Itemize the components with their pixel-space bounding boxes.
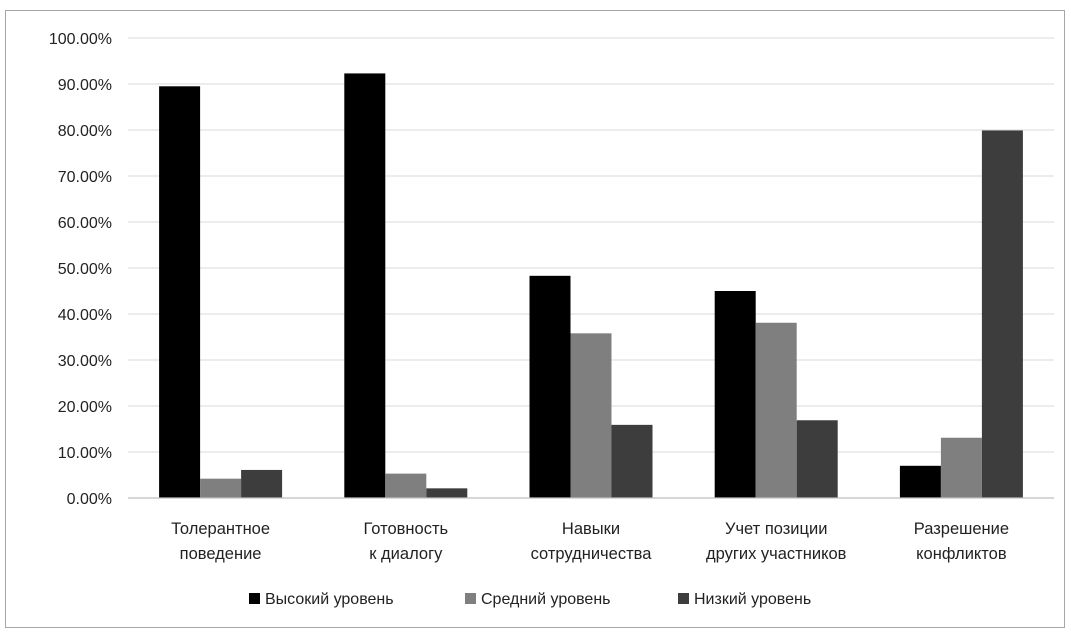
gridlines: [128, 37, 1054, 453]
bar-2-1: [200, 478, 242, 498]
y-tick-label: 30.00%: [58, 353, 112, 370]
bar-1-2: [344, 73, 386, 499]
bar-3-2: [426, 488, 468, 498]
bar-2-2: [385, 473, 427, 498]
bar-2-4: [755, 322, 797, 498]
x-category-label: Навыки: [562, 520, 620, 538]
x-category-label: Толерантное: [171, 520, 270, 538]
legend-swatch: [465, 593, 476, 604]
x-category-label: поведение: [180, 545, 262, 563]
x-axis-category-labels: Толерантное поведение Готовность к диалогу Н…: [171, 520, 1009, 563]
legend-entry: Низкий уровень: [694, 591, 811, 608]
bar-3-5: [981, 130, 1023, 498]
x-category-label: Готовность: [363, 520, 448, 538]
x-category-label: конфликтов: [916, 545, 1007, 563]
y-tick-label: 50.00%: [58, 261, 112, 278]
bar-3-3: [611, 424, 653, 498]
legend-entry: Высокий уровень: [265, 591, 394, 608]
legend-swatch: [678, 593, 689, 604]
x-category-label: Учет позиции: [725, 520, 827, 538]
y-tick-label: 10.00%: [58, 445, 112, 462]
y-axis-tick-labels: 0.00% 10.00% 20.00% 30.00% 40.00% 50.00% 60.00…: [49, 31, 112, 508]
legend-swatch: [249, 593, 260, 604]
bar-1-3: [529, 275, 571, 498]
x-category-label: к диалогу: [369, 545, 443, 563]
y-tick-label: 0.00%: [67, 491, 112, 508]
bar-3-4: [796, 420, 838, 498]
y-tick-label: 40.00%: [58, 307, 112, 324]
y-tick-label: 60.00%: [58, 215, 112, 232]
x-category-label: сотрудничества: [531, 545, 653, 563]
bar-2-5: [940, 437, 982, 498]
x-category-label: других участников: [706, 545, 847, 563]
x-category-label: Разрешение: [914, 520, 1009, 538]
legend-entry: Средний уровень: [481, 591, 611, 608]
bar-3-1: [241, 469, 283, 498]
bar-1-4: [714, 291, 756, 498]
y-tick-label: 20.00%: [58, 399, 112, 416]
bar-1-5: [899, 465, 941, 498]
y-tick-label: 70.00%: [58, 169, 112, 186]
y-tick-label: 100.00%: [49, 31, 112, 48]
bar-1-1: [159, 86, 201, 499]
y-tick-label: 80.00%: [58, 123, 112, 140]
bars: [159, 73, 1023, 499]
bar-2-3: [570, 333, 612, 498]
y-tick-label: 90.00%: [58, 77, 112, 94]
legend: Высокий уровень Средний уровень Низкий уро…: [249, 591, 811, 608]
